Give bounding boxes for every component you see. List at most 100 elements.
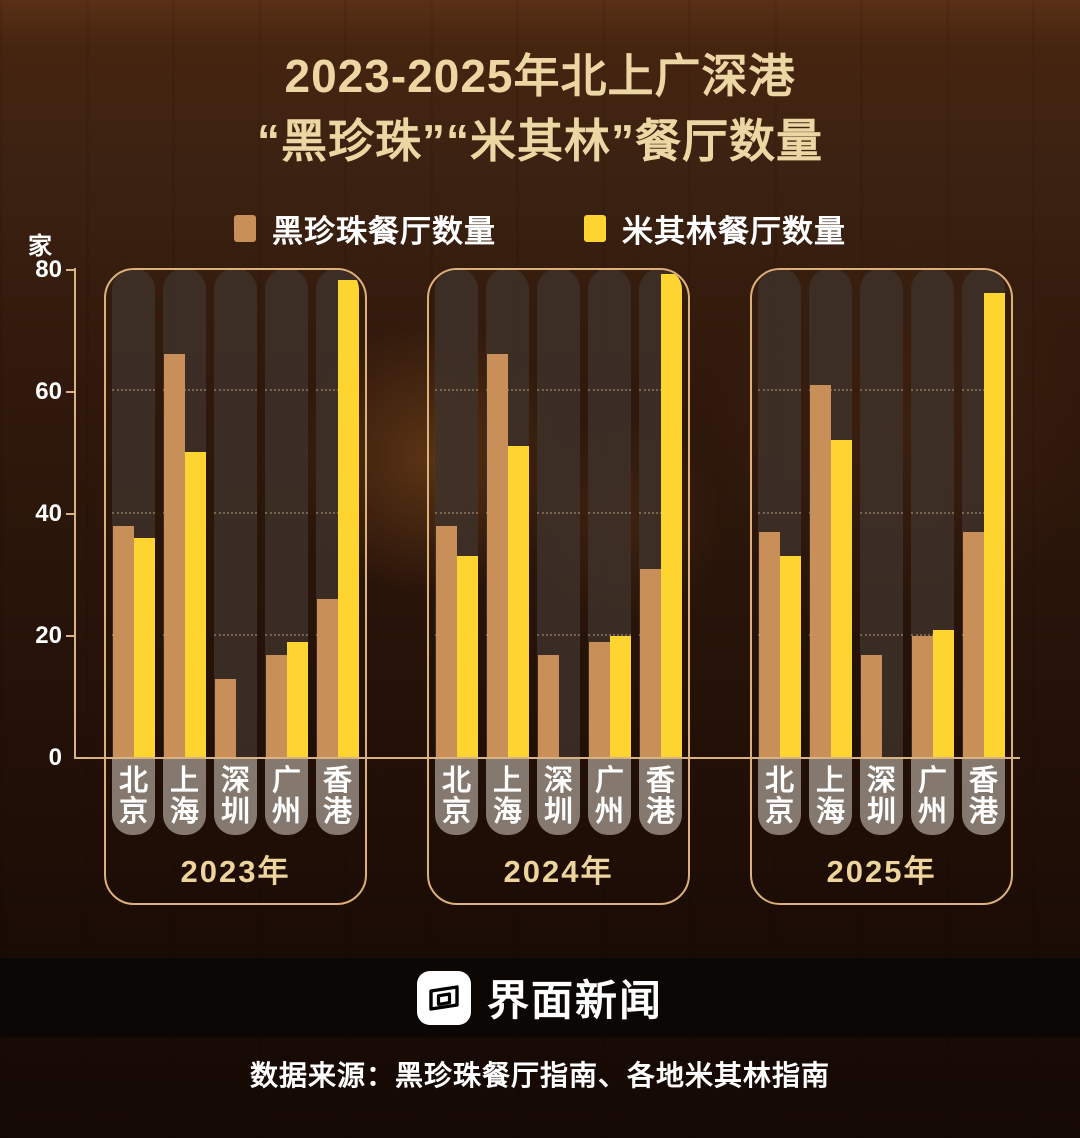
city-column-track: [112, 270, 155, 759]
gridline: [911, 511, 954, 514]
city-label-char: 上: [169, 765, 199, 797]
y-tickmark: [66, 513, 75, 515]
y-tick-0: 0: [48, 744, 62, 771]
legend: 黑珍珠餐厅数量 米其林餐厅数量: [0, 206, 1080, 251]
year-label: 2025年: [826, 854, 937, 889]
brand-band: 界面新闻: [0, 958, 1080, 1037]
bar-michelin: [286, 642, 308, 759]
bar-michelin: [932, 630, 954, 759]
city-column: 广州: [265, 270, 308, 835]
gridline: [860, 511, 903, 514]
y-axis-unit: 家: [28, 233, 52, 260]
city-column: 上海: [809, 270, 852, 835]
city-label-char: 海: [169, 796, 199, 828]
bar-pair: [486, 353, 529, 759]
bar-black-pearl: [486, 353, 508, 759]
bar-michelin: [133, 538, 155, 759]
bar-black-pearl: [214, 679, 236, 759]
bar-michelin: [830, 439, 852, 759]
gridline: [911, 388, 954, 391]
city-label: 北京: [758, 759, 801, 835]
city-label-char: 圳: [543, 796, 573, 828]
city-column: 香港: [639, 270, 682, 835]
bar-black-pearl: [758, 531, 780, 759]
y-tickmark: [66, 391, 75, 393]
city-label-char: 香: [645, 765, 675, 797]
city-label: 北京: [112, 759, 155, 835]
city-label-char: 香: [322, 765, 352, 797]
gridline: [758, 511, 801, 514]
city-column-track: [588, 270, 631, 759]
gridline: [214, 511, 257, 514]
chart-title-line1: 2023-2025年北上广深港: [284, 50, 796, 102]
city-column: 广州: [588, 270, 631, 835]
legend-label: 米其林餐厅数量: [622, 214, 846, 249]
bar-black-pearl: [112, 525, 134, 759]
city-label: 香港: [962, 759, 1005, 835]
bar-pair: [588, 636, 631, 759]
city-column: 上海: [486, 270, 529, 835]
bar-pair: [758, 531, 801, 759]
city-column-track: [214, 270, 257, 759]
legend-item-michelin: 米其林餐厅数量: [584, 206, 846, 251]
city-label: 广州: [911, 759, 954, 835]
bar-michelin: [609, 636, 631, 759]
year-label: 2024年: [503, 854, 614, 889]
city-column: 上海: [163, 270, 206, 835]
city-label-char: 香: [968, 765, 998, 797]
bar-michelin: [507, 446, 529, 759]
bar-pair: [435, 525, 478, 759]
bar-black-pearl: [537, 654, 559, 759]
city-label: 上海: [809, 759, 852, 835]
gridline: [537, 511, 580, 514]
bar-pair: [214, 679, 257, 759]
city-column: 深圳: [214, 270, 257, 835]
brand-name: 界面新闻: [486, 977, 663, 1024]
city-column-track: [435, 270, 478, 759]
bar-black-pearl: [639, 568, 661, 759]
gridline: [537, 634, 580, 637]
bar-pair: [962, 292, 1005, 759]
city-label-char: 深: [866, 765, 896, 797]
city-column-track: [639, 270, 682, 759]
gridline: [588, 634, 631, 637]
city-column: 香港: [316, 270, 359, 835]
year-label: 2023年: [180, 854, 291, 889]
city-label: 深圳: [214, 759, 257, 835]
city-column-track: [962, 270, 1005, 759]
city-column: 北京: [435, 270, 478, 835]
gridline: [265, 634, 308, 637]
jiemian-glyph-icon: [429, 984, 459, 1011]
gridline: [860, 388, 903, 391]
city-label-char: 圳: [866, 796, 896, 828]
bar-pair: [911, 630, 954, 759]
bar-black-pearl: [163, 353, 185, 759]
bar-michelin: [779, 556, 801, 759]
y-tickmark: [66, 269, 75, 271]
city-label: 上海: [486, 759, 529, 835]
city-column-track: [758, 270, 801, 759]
city-label-char: 深: [220, 765, 250, 797]
gridline: [860, 634, 903, 637]
city-label-char: 深: [543, 765, 573, 797]
bar-black-pearl: [860, 654, 882, 759]
city-column: 深圳: [860, 270, 903, 835]
michelin-swatch-icon: [584, 215, 606, 242]
city-column: 广州: [911, 270, 954, 835]
data-source-note: 数据来源：黑珍珠餐厅指南、各地米其林指南: [249, 1060, 830, 1091]
city-label-char: 北: [441, 765, 471, 797]
jiemian-logo-icon: [416, 970, 471, 1025]
bar-black-pearl: [588, 642, 610, 759]
city-label-char: 海: [492, 796, 522, 828]
black-pearl-swatch-icon: [234, 215, 256, 242]
city-column-track: [265, 270, 308, 759]
city-label-char: 港: [645, 796, 675, 828]
city-label-char: 广: [271, 765, 301, 797]
city-label: 深圳: [860, 759, 903, 835]
bar-pair: [639, 274, 682, 759]
y-tick-60: 60: [35, 378, 62, 405]
bar-black-pearl: [809, 384, 831, 759]
gridline: [435, 511, 478, 514]
city-pill-row: 北京上海深圳广州香港: [112, 270, 359, 835]
